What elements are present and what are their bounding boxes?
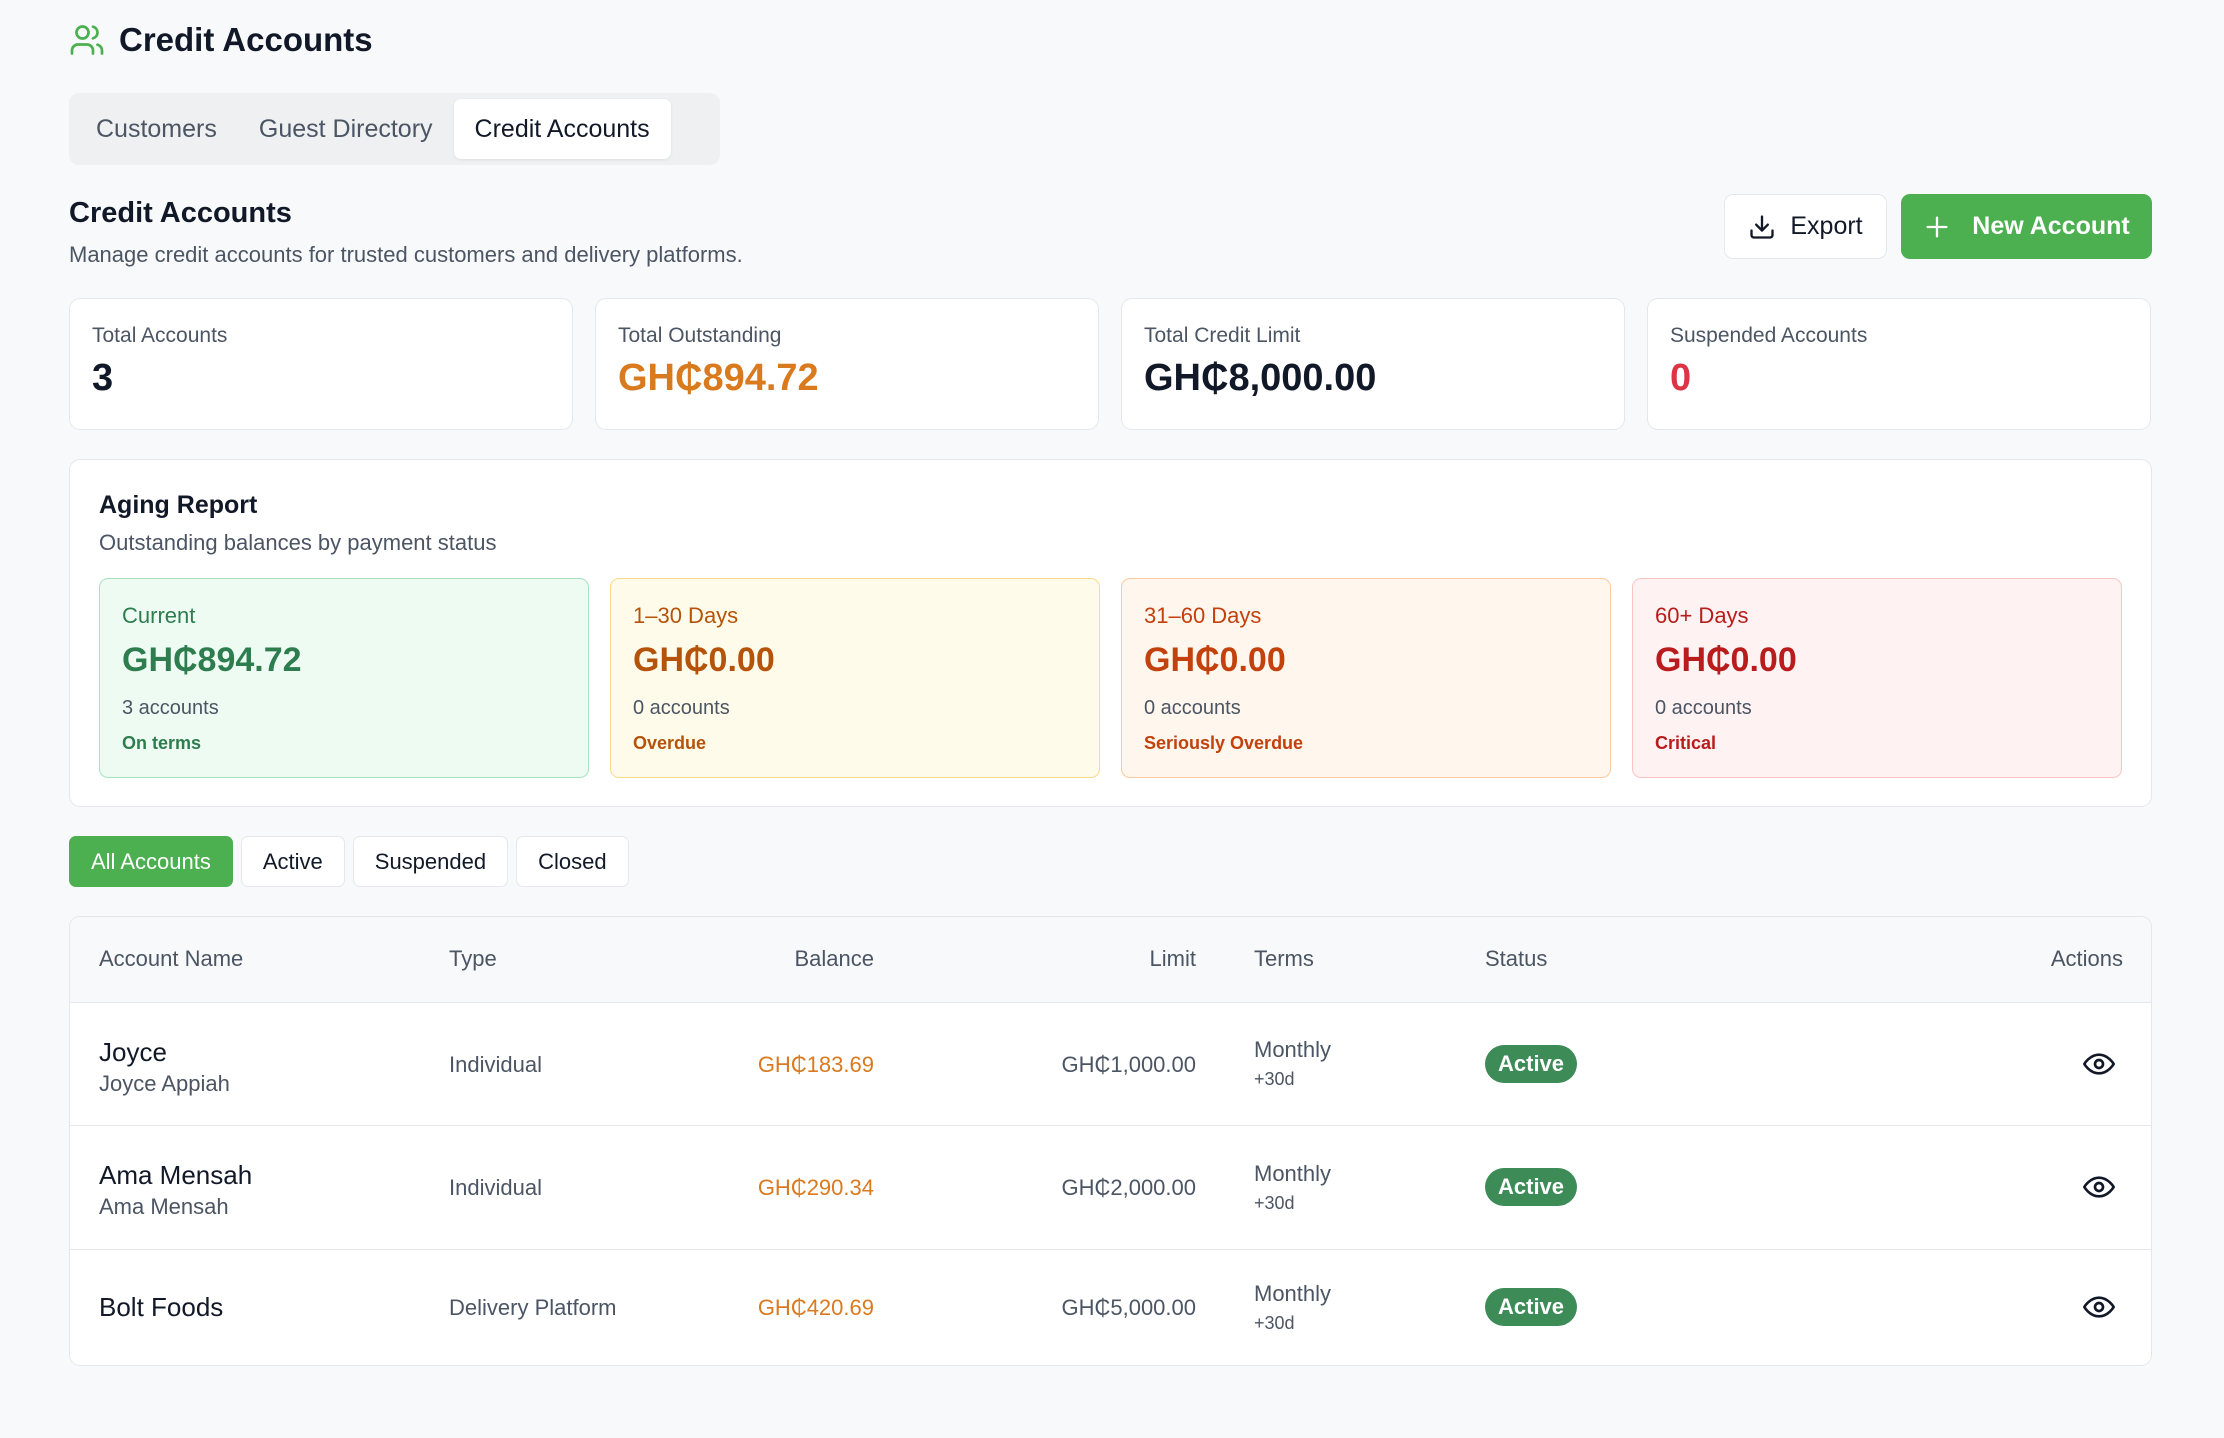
aging-bucket-current: Current GH₵894.72 3 accounts On terms	[99, 578, 589, 778]
bucket-note: On terms	[122, 733, 202, 753]
filter-all-accounts[interactable]: All Accounts	[69, 836, 233, 887]
account-balance: GH₵183.69	[757, 1052, 874, 1077]
filter-suspended[interactable]: Suspended	[352, 836, 509, 887]
column-header-terms[interactable]: Terms	[1254, 946, 1314, 971]
table-row[interactable]: Joyce Joyce Appiah Individual GH₵183.69 …	[70, 1003, 2151, 1126]
table-row[interactable]: Bolt Foods Delivery Platform GH₵420.69 G…	[70, 1250, 2151, 1365]
export-label: Export	[1790, 212, 1863, 240]
bucket-amount: GH₵0.00	[633, 641, 775, 679]
status-badge: Active	[1485, 1288, 1578, 1326]
section-title: Credit Accounts	[69, 197, 292, 229]
view-eye-icon[interactable]	[2083, 1291, 2115, 1323]
column-header-type[interactable]: Type	[449, 946, 497, 971]
status-filter-bar: All Accounts Active Suspended Closed	[69, 836, 637, 887]
bucket-label: 60+ Days	[1655, 603, 1749, 628]
bucket-amount: GH₵894.72	[122, 641, 302, 679]
bucket-amount: GH₵0.00	[1655, 641, 1797, 679]
account-limit: GH₵1,000.00	[1061, 1052, 1196, 1077]
column-header-actions: Actions	[2050, 946, 2123, 971]
column-header-limit[interactable]: Limit	[1149, 946, 1196, 971]
new-account-label: New Account	[1972, 212, 2130, 240]
stat-total-accounts: Total Accounts 3	[69, 298, 573, 430]
tab-bar: Customers Guest Directory Credit Account…	[69, 93, 720, 165]
view-eye-icon[interactable]	[2083, 1171, 2115, 1203]
account-terms: Monthly	[1254, 1281, 1332, 1306]
account-type: Individual	[449, 1052, 542, 1077]
bucket-note: Overdue	[633, 733, 707, 753]
bucket-note: Seriously Overdue	[1144, 733, 1304, 753]
aging-report: Aging Report Outstanding balances by pay…	[69, 459, 2152, 807]
download-icon	[1748, 213, 1776, 241]
tab-customers[interactable]: Customers	[96, 114, 217, 143]
section-subtitle: Manage credit accounts for trusted custo…	[69, 242, 743, 267]
aging-subtitle: Outstanding balances by payment status	[99, 530, 497, 555]
users-icon	[69, 22, 105, 58]
stat-value: GH₵8,000.00	[1144, 357, 1377, 399]
stat-label: Total Outstanding	[618, 324, 782, 347]
stat-label: Total Credit Limit	[1144, 324, 1301, 347]
status-badge: Active	[1485, 1168, 1578, 1206]
status-badge: Active	[1485, 1045, 1578, 1083]
stat-label: Suspended Accounts	[1670, 324, 1868, 347]
stat-total-credit-limit: Total Credit Limit GH₵8,000.00	[1121, 298, 1625, 430]
column-header-balance[interactable]: Balance	[794, 946, 874, 971]
table-row[interactable]: Ama Mensah Ama Mensah Individual GH₵290.…	[70, 1126, 2151, 1250]
stat-value: 0	[1670, 357, 1692, 399]
account-limit: GH₵2,000.00	[1061, 1175, 1196, 1200]
account-name: Bolt Foods	[99, 1292, 224, 1322]
filter-closed[interactable]: Closed	[516, 836, 629, 887]
account-limit: GH₵5,000.00	[1061, 1295, 1196, 1320]
stat-value: 3	[92, 357, 114, 399]
tab-credit-accounts[interactable]: Credit Accounts	[453, 99, 671, 159]
account-balance: GH₵290.34	[757, 1175, 874, 1200]
stat-value: GH₵894.72	[618, 357, 819, 399]
account-balance: GH₵420.69	[757, 1295, 874, 1320]
account-name: Joyce	[99, 1037, 167, 1067]
account-terms-days: +30d	[1254, 1193, 1295, 1213]
export-button[interactable]: Export	[1724, 194, 1887, 259]
stat-suspended-accounts: Suspended Accounts 0	[1647, 298, 2151, 430]
account-terms-days: +30d	[1254, 1069, 1295, 1089]
column-header-status[interactable]: Status	[1485, 946, 1548, 971]
stat-label: Total Accounts	[92, 324, 228, 347]
account-contact: Joyce Appiah	[99, 1071, 230, 1096]
new-account-button[interactable]: New Account	[1901, 194, 2152, 259]
bucket-label: Current	[122, 603, 196, 628]
bucket-count: 0 accounts	[1144, 697, 1241, 719]
view-eye-icon[interactable]	[2083, 1048, 2115, 1080]
tab-guest-directory[interactable]: Guest Directory	[258, 114, 433, 143]
account-type: Individual	[449, 1175, 542, 1200]
accounts-table: Account Name Type Balance Limit Terms St…	[69, 916, 2152, 1366]
aging-bucket-31-60: 31–60 Days GH₵0.00 0 accounts Seriously …	[1121, 578, 1611, 778]
bucket-amount: GH₵0.00	[1144, 641, 1286, 679]
bucket-label: 1–30 Days	[633, 603, 739, 628]
bucket-count: 0 accounts	[1655, 697, 1752, 719]
account-type: Delivery Platform	[449, 1295, 617, 1320]
bucket-note: Critical	[1655, 733, 1717, 753]
bucket-label: 31–60 Days	[1144, 603, 1262, 628]
account-terms-days: +30d	[1254, 1313, 1295, 1333]
filter-active[interactable]: Active	[240, 836, 345, 887]
page-header: Credit Accounts	[69, 18, 373, 62]
plus-icon	[1923, 213, 1951, 241]
table-header: Account Name Type Balance Limit Terms St…	[70, 917, 2151, 1003]
stat-total-outstanding: Total Outstanding GH₵894.72	[595, 298, 1099, 430]
bucket-count: 3 accounts	[122, 697, 219, 719]
bucket-count: 0 accounts	[633, 697, 730, 719]
aging-bucket-1-30: 1–30 Days GH₵0.00 0 accounts Overdue	[610, 578, 1100, 778]
aging-bucket-60-plus: 60+ Days GH₵0.00 0 accounts Critical	[1632, 578, 2122, 778]
aging-title: Aging Report	[99, 491, 258, 519]
column-header-account-name[interactable]: Account Name	[99, 946, 244, 971]
account-contact: Ama Mensah	[99, 1194, 229, 1219]
account-terms: Monthly	[1254, 1037, 1332, 1062]
account-terms: Monthly	[1254, 1161, 1332, 1186]
page-title: Credit Accounts	[119, 21, 373, 58]
account-name: Ama Mensah	[99, 1160, 253, 1190]
